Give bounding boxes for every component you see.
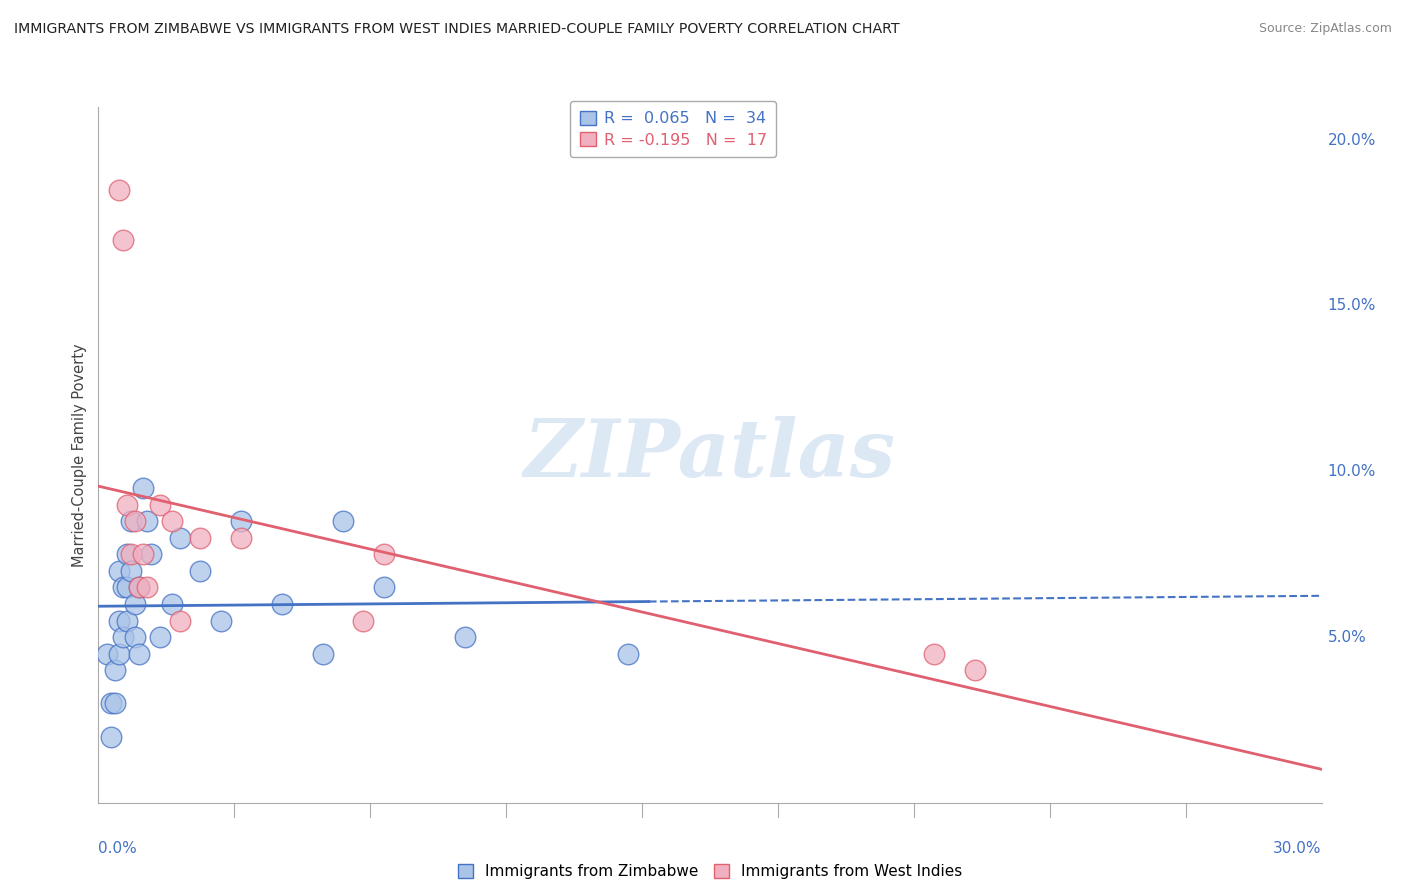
Text: 0.0%: 0.0%: [98, 841, 138, 856]
Point: [141, 547, 163, 561]
Point: [108, 564, 131, 578]
Point: [373, 581, 395, 595]
Point: [120, 547, 142, 561]
Point: [124, 597, 146, 611]
Point: [115, 581, 138, 595]
Point: [188, 564, 212, 578]
Point: [96, 647, 118, 661]
Point: [100, 730, 122, 744]
Point: [149, 498, 172, 512]
Text: Source: ZipAtlas.com: Source: ZipAtlas.com: [1258, 22, 1392, 36]
Text: 20.0%: 20.0%: [1327, 133, 1376, 148]
Point: [373, 547, 395, 561]
Point: [124, 514, 146, 528]
Point: [136, 581, 159, 595]
Point: [352, 614, 374, 628]
Point: [111, 581, 134, 595]
Point: [120, 514, 142, 528]
Point: [209, 614, 232, 628]
Point: [115, 547, 138, 561]
Point: [120, 564, 142, 578]
Point: [136, 514, 159, 528]
Text: IMMIGRANTS FROM ZIMBABWE VS IMMIGRANTS FROM WEST INDIES MARRIED-COUPLE FAMILY PO: IMMIGRANTS FROM ZIMBABWE VS IMMIGRANTS F…: [14, 22, 900, 37]
Point: [188, 531, 212, 545]
Point: [454, 630, 477, 644]
Point: [115, 498, 138, 512]
Point: [108, 647, 131, 661]
Text: ZIPatlas: ZIPatlas: [524, 417, 896, 493]
Point: [111, 233, 134, 247]
Point: [617, 647, 640, 661]
Point: [128, 647, 150, 661]
Point: [169, 614, 191, 628]
Point: [104, 663, 127, 677]
Y-axis label: Married-Couple Family Poverty: Married-Couple Family Poverty: [72, 343, 87, 566]
Point: [231, 531, 253, 545]
Point: [312, 647, 335, 661]
Point: [922, 647, 945, 661]
Point: [128, 581, 150, 595]
Point: [100, 697, 122, 711]
Point: [160, 597, 183, 611]
Text: 15.0%: 15.0%: [1327, 298, 1376, 313]
Point: [965, 663, 987, 677]
Point: [149, 630, 172, 644]
Point: [132, 547, 155, 561]
Point: [231, 514, 253, 528]
Point: [108, 614, 131, 628]
Point: [169, 531, 191, 545]
Point: [270, 597, 294, 611]
Point: [160, 514, 183, 528]
Point: [104, 697, 127, 711]
Text: 30.0%: 30.0%: [1274, 841, 1322, 856]
Text: 5.0%: 5.0%: [1327, 630, 1367, 645]
Point: [132, 481, 155, 495]
Point: [111, 630, 134, 644]
Point: [128, 581, 150, 595]
Legend: Immigrants from Zimbabwe, Immigrants from West Indies: Immigrants from Zimbabwe, Immigrants fro…: [451, 858, 969, 886]
Point: [115, 614, 138, 628]
Point: [124, 630, 146, 644]
Text: 10.0%: 10.0%: [1327, 464, 1376, 479]
Point: [108, 183, 131, 197]
Point: [332, 514, 354, 528]
